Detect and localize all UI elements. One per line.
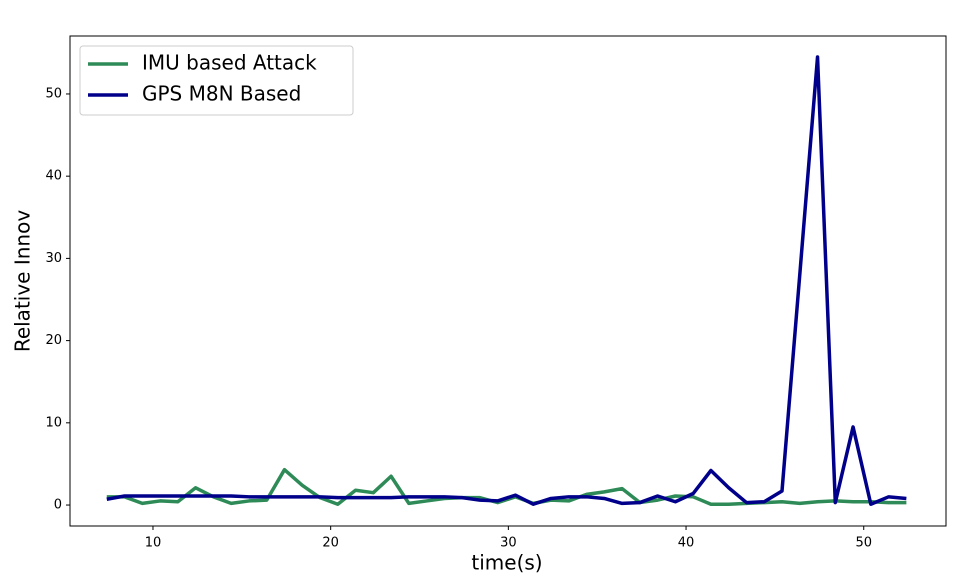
y-tick-label: 50 — [45, 86, 62, 101]
y-tick-label: 0 — [54, 498, 62, 513]
plot-frame — [69, 35, 947, 527]
legend-box — [79, 45, 354, 116]
y-tick-label: 10 — [45, 415, 62, 430]
data-line — [106, 55, 907, 506]
legend-label: IMU based Attack — [142, 51, 317, 75]
x-tick-label: 10 — [145, 536, 162, 551]
x-tick-label: 20 — [322, 536, 339, 551]
y-tick-label: 30 — [45, 251, 62, 266]
y-axis-label: Relative Innov — [11, 210, 35, 352]
legend: IMU based Attack GPS M8N Based — [79, 45, 354, 116]
y-tick-label: 20 — [45, 333, 62, 348]
x-tick-label: 50 — [855, 536, 872, 551]
x-axis-label: time(s) — [471, 551, 542, 575]
x-tick-label: 30 — [500, 536, 517, 551]
x-tick-label: 40 — [678, 536, 695, 551]
legend-label: GPS M8N Based — [142, 82, 301, 106]
y-tick-label: 40 — [45, 169, 62, 184]
